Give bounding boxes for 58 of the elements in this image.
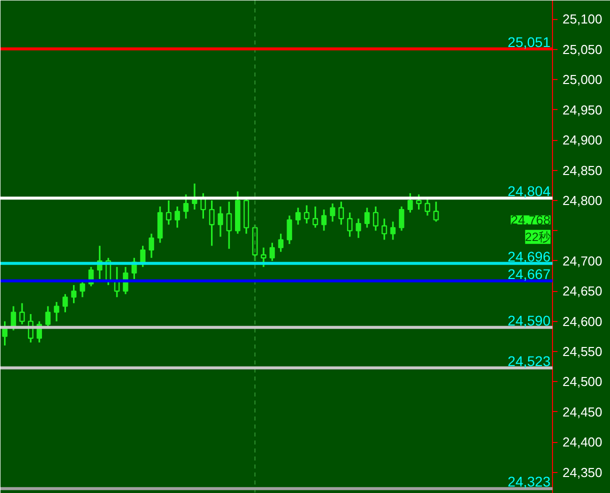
candlestick — [304, 204, 310, 224]
candlestick — [408, 192, 413, 214]
candlestick — [19, 302, 25, 326]
y-tick-label: 25,100 — [562, 12, 602, 27]
ref-line-label: 24,323 — [508, 474, 551, 490]
y-tick-label: 24,550 — [562, 344, 602, 360]
y-tick-label: 24,950 — [562, 102, 602, 118]
candlestick — [270, 242, 275, 262]
candlestick — [218, 206, 224, 238]
candlestick — [347, 212, 353, 238]
candlestick — [54, 301, 60, 322]
candlestick — [390, 220, 396, 241]
candlestick — [140, 244, 146, 268]
candlestick — [260, 246, 266, 268]
candlestick — [71, 284, 76, 304]
y-tick-label: 24,650 — [562, 284, 602, 299]
ref-line-label: 24,523 — [508, 352, 551, 369]
y-tick-label: 24,400 — [562, 434, 602, 450]
ref-line-label: 24,804 — [508, 183, 551, 200]
candlestick — [382, 218, 388, 241]
candlestick — [278, 232, 284, 253]
ref-line-label: 25,051 — [508, 34, 551, 50]
y-tick-label: 24,850 — [562, 162, 602, 178]
y-tick-label: 24,800 — [562, 192, 602, 208]
y-tick-label: 24,900 — [562, 132, 602, 148]
candlestick — [364, 206, 370, 228]
candlestick — [174, 206, 180, 228]
candlestick — [338, 200, 344, 226]
candlestick — [356, 218, 362, 239]
candlestick — [183, 194, 189, 220]
ref-line-label: 24,667 — [508, 266, 551, 282]
y-tick-label: 25,050 — [562, 42, 602, 57]
candlestick — [416, 194, 422, 210]
y-tick-label: 24,600 — [562, 314, 602, 329]
candlestick — [295, 206, 301, 226]
y-tick-label: 24,350 — [562, 464, 602, 480]
candlestick — [62, 293, 68, 314]
candlestick — [330, 202, 336, 222]
candlestick — [312, 206, 318, 228]
annotation: 22秒 — [525, 230, 551, 244]
candlestick — [372, 206, 378, 232]
ref-line-label: 24,696 — [508, 248, 551, 264]
candlestick — [148, 232, 154, 259]
candlestick — [286, 214, 292, 245]
y-tick-label: 24,500 — [562, 374, 602, 390]
y-tick-label: 24,700 — [562, 253, 602, 268]
candlestick — [45, 305, 51, 328]
candlestick — [433, 200, 439, 222]
candlestick — [424, 198, 430, 216]
candlestick — [398, 206, 404, 232]
candlestick — [209, 200, 215, 247]
candlestick — [166, 200, 172, 226]
y-tick-label: 25,000 — [562, 72, 602, 88]
ref-line-label: 24,590 — [508, 312, 551, 328]
y-tick-label: 24,450 — [562, 404, 602, 420]
candlestick — [321, 208, 327, 232]
candlestick — [226, 200, 232, 250]
annotation: 24,768 — [510, 212, 551, 228]
